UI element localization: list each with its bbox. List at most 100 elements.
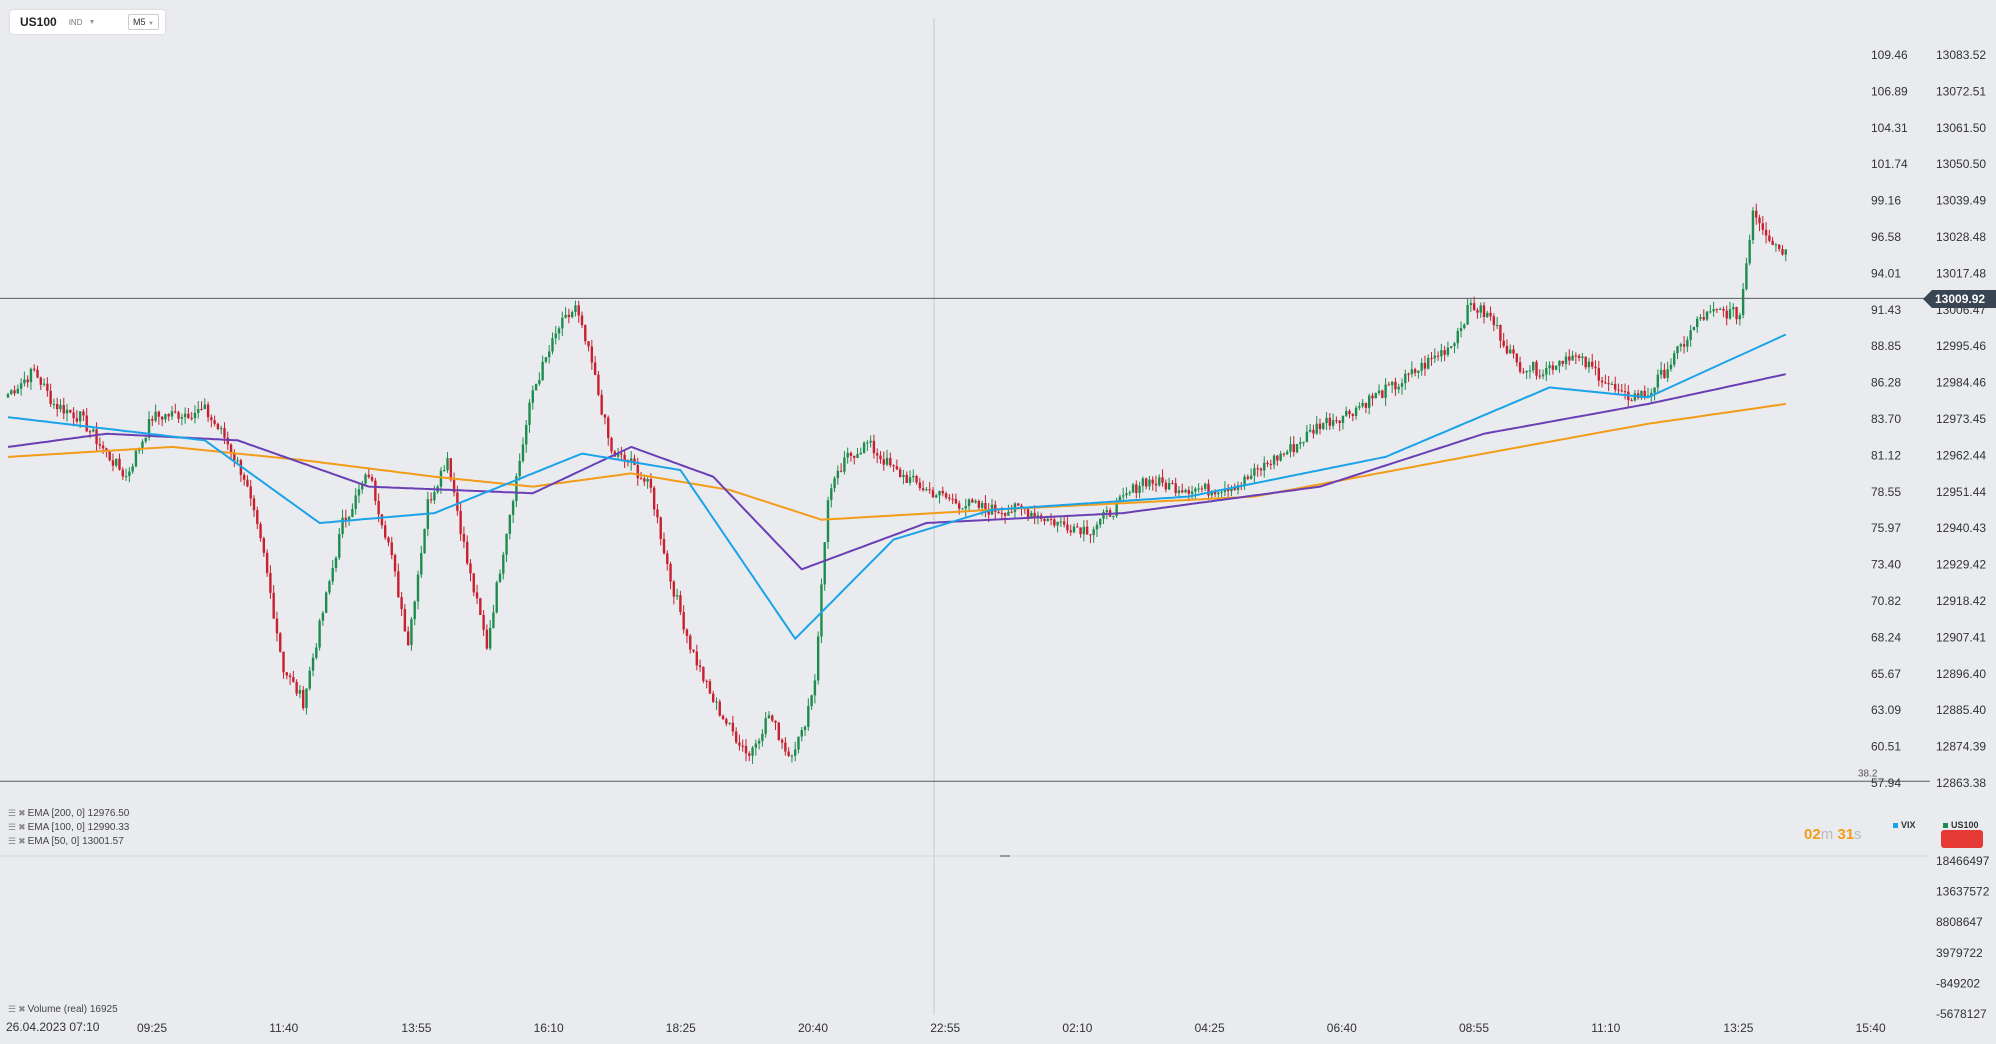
candle-body (912, 475, 915, 478)
time-tick-label: 11:40 (269, 1021, 298, 1035)
candle-body (1279, 453, 1282, 461)
candle-body (124, 476, 128, 478)
candle-body (236, 460, 239, 462)
candle-body (174, 411, 177, 413)
candle-body (180, 417, 184, 419)
candle-body (1600, 380, 1604, 383)
candle-body (948, 497, 951, 499)
close-icon[interactable]: ✖ (18, 808, 26, 818)
candle-body (354, 495, 357, 509)
timeframe-select[interactable]: M5 ▼ (128, 14, 159, 30)
close-icon[interactable]: ✖ (18, 822, 26, 832)
candle-body (1158, 477, 1161, 486)
symbol-selector[interactable]: US100 IND ▼ M5 ▼ (10, 10, 165, 34)
candle-body (1643, 390, 1646, 397)
sell-badge[interactable] (1941, 830, 1983, 848)
indicator-ema200[interactable]: ☰ ✖ EMA [200, 0] 12976.50 (8, 808, 129, 819)
candle-body (1689, 330, 1692, 340)
candle-body (475, 592, 479, 599)
candle-body (816, 636, 820, 681)
candle-body (987, 509, 990, 515)
candle-body (1761, 223, 1764, 230)
time-tick-label: 08:55 (1459, 1021, 1489, 1035)
candle-body (787, 751, 790, 756)
candle-body (843, 457, 846, 472)
panel-resize-handle[interactable] (1000, 855, 1010, 857)
candle-body (439, 470, 443, 487)
candle-body (1755, 210, 1758, 218)
candle-body (777, 722, 780, 740)
vix-tick-label: 73.40 (1871, 558, 1901, 572)
candle-body (1741, 288, 1745, 316)
candle-body (1594, 366, 1597, 369)
candle-body (1538, 375, 1541, 377)
candle-body (649, 479, 653, 488)
candle-body (1676, 346, 1679, 354)
candle-body (839, 470, 843, 472)
candle-body (639, 478, 643, 480)
candle-body (895, 466, 899, 470)
candle-body (623, 454, 626, 461)
candle-body (285, 672, 288, 676)
candle-body (1479, 305, 1482, 313)
candle-body (29, 368, 33, 383)
candle-body (347, 516, 351, 520)
candle-body (797, 736, 800, 750)
candle-body (400, 597, 403, 610)
close-icon[interactable]: ✖ (18, 1004, 26, 1014)
candle-body (429, 499, 433, 501)
candle-body (541, 361, 544, 381)
menu-icon[interactable]: ☰ (8, 1004, 17, 1014)
candle-body (698, 665, 702, 667)
candle-body (935, 495, 938, 498)
candle-body (1709, 311, 1712, 313)
candle-body (889, 457, 892, 466)
chevron-down-icon[interactable]: ▼ (88, 18, 96, 26)
candle-body (98, 444, 102, 446)
candle-body (597, 374, 600, 395)
candle-body (1758, 217, 1761, 224)
candle-body (1495, 325, 1499, 327)
candle-body (511, 501, 515, 515)
candle-body (1502, 340, 1505, 346)
candle-body (449, 458, 452, 480)
candle-body (105, 448, 108, 452)
candle-body (1472, 303, 1476, 311)
candle-body (1751, 210, 1755, 240)
candle-body (302, 690, 305, 709)
candle-body (59, 404, 62, 410)
menu-icon[interactable]: ☰ (8, 822, 17, 832)
indicator-ema100[interactable]: ☰ ✖ EMA [100, 0] 12990.33 (8, 822, 129, 833)
candle-body (702, 666, 705, 682)
candle-body (1302, 441, 1305, 443)
candle-body (452, 479, 456, 493)
legend-vix[interactable]: VIX (1893, 820, 1916, 830)
candle-body (262, 538, 266, 553)
candle-body (646, 479, 649, 482)
vix-axis: 109.46 106.89 104.31 101.74 99.16 96.58 94.01 9… (1871, 48, 1908, 790)
candle-body (1053, 519, 1056, 526)
candle-body (95, 429, 98, 445)
candle-body (1358, 406, 1361, 408)
candle-body (1062, 521, 1066, 525)
candle-body (6, 394, 10, 398)
candle-body (1463, 324, 1466, 329)
indicator-volume[interactable]: ☰ ✖ Volume (real) 16925 (8, 1004, 118, 1015)
price-tick-label: 13028.48 (1936, 230, 1986, 244)
legend-us100[interactable]: US100 (1943, 820, 1979, 830)
candle-body (836, 470, 840, 479)
candle-body (974, 500, 977, 503)
candle-body (1738, 315, 1742, 320)
close-icon[interactable]: ✖ (18, 836, 26, 846)
candle-body (344, 517, 348, 520)
menu-icon[interactable]: ☰ (8, 808, 17, 818)
candle-body (1131, 484, 1135, 493)
candle-body (885, 457, 889, 465)
ema100-label: EMA [100, 0] 12990.33 (27, 822, 130, 833)
menu-icon[interactable]: ☰ (8, 836, 17, 846)
candle-body (695, 651, 698, 666)
indicator-ema50[interactable]: ☰ ✖ EMA [50, 0] 13001.57 (8, 836, 124, 847)
timer-minutes-unit: m (1820, 826, 1834, 843)
candle-body (1476, 310, 1479, 313)
